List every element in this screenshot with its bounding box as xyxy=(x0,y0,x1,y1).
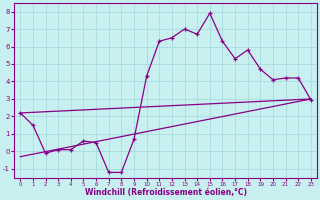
X-axis label: Windchill (Refroidissement éolien,°C): Windchill (Refroidissement éolien,°C) xyxy=(84,188,247,197)
